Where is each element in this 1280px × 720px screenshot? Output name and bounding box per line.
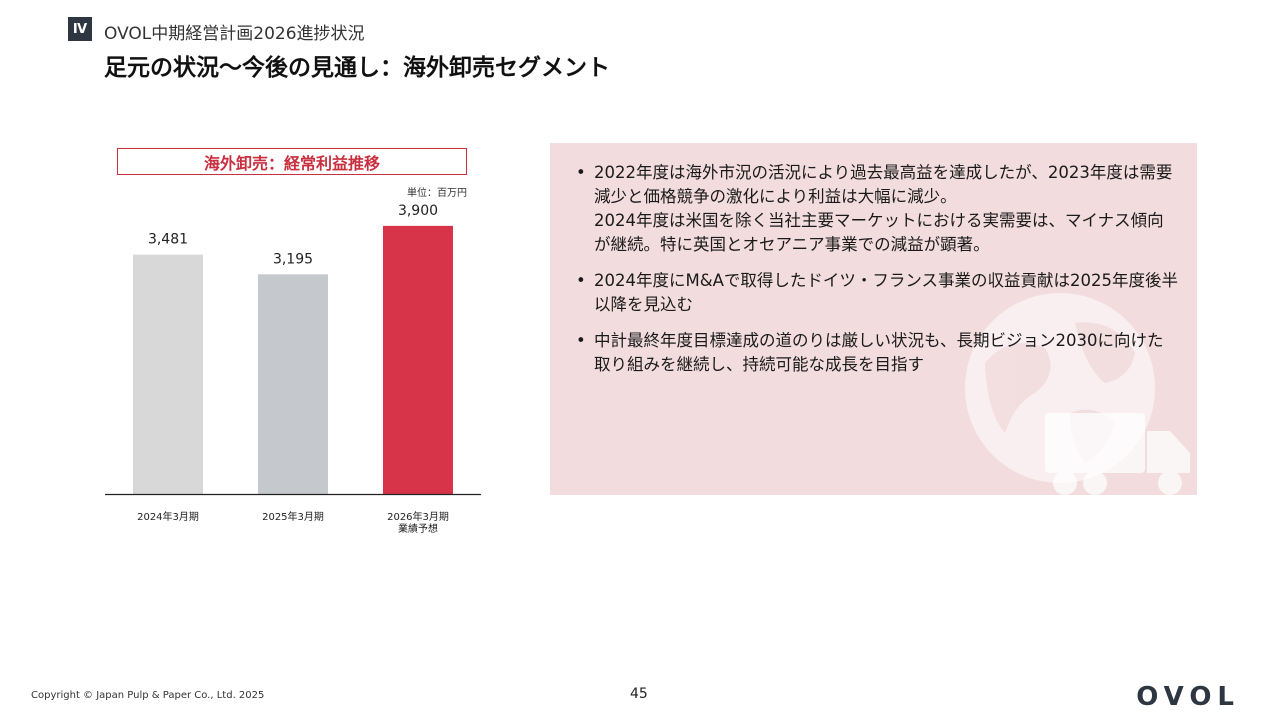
breadcrumb: OVOL中期経営計画2026進捗状況 <box>104 24 365 44</box>
info-panel: • 2022年度は海外市況の活況により過去最高益を達成したが、2023年度は需要減… <box>550 143 1197 495</box>
page-number: 45 <box>630 686 648 702</box>
bar-value-label: 3,195 <box>273 251 313 267</box>
bar-chart: 3,481 2024年3月期 3,195 2025年3月期 3,900 2026年3月期業… <box>105 203 481 535</box>
bar-1 <box>133 254 203 494</box>
bullet-item: • 中計最終年度目標達成の道のりは厳しい状況も、長期ビジョン2030に向けた取り組… <box>576 331 1164 374</box>
bullet-list: • 2022年度は海外市況の活況により過去最高益を達成したが、2023年度は需要減… <box>550 143 1197 377</box>
bullet-item: • 2024年度にM&Aで取得したドイツ・フランス事業の収益貢献は2025年度後半… <box>576 271 1179 314</box>
section-badge: Ⅳ <box>68 17 92 41</box>
bullet-marker: • <box>576 271 586 290</box>
copyright: Copyright © Japan Pulp & Paper Co., Ltd.… <box>31 690 265 701</box>
bullet-marker: • <box>576 163 586 182</box>
x-tick-label: 2026年3月期 <box>387 510 449 523</box>
x-tick-label: 2025年3月期 <box>262 510 324 523</box>
page-title: 足元の状況～今後の見通し：海外卸売セグメント <box>104 55 610 81</box>
globe-truck-icon <box>965 293 1190 495</box>
x-tick-label: 業績予想 <box>398 522 438 535</box>
bar-2 <box>258 274 328 494</box>
bullet-marker: • <box>576 331 586 350</box>
bar-value-label: 3,900 <box>398 203 438 219</box>
bar-3 <box>383 225 453 494</box>
bar-value-label: 3,481 <box>148 232 188 248</box>
bullet-item: • 2022年度は海外市況の活況により過去最高益を達成したが、2023年度は需要減… <box>576 163 1173 254</box>
chart-unit-label: 単位：百万円 <box>407 188 467 199</box>
brand-logo: OVOL <box>1136 682 1240 712</box>
x-tick-label: 2024年3月期 <box>137 510 199 523</box>
chart-title: 海外卸売：経常利益推移 <box>117 148 467 175</box>
